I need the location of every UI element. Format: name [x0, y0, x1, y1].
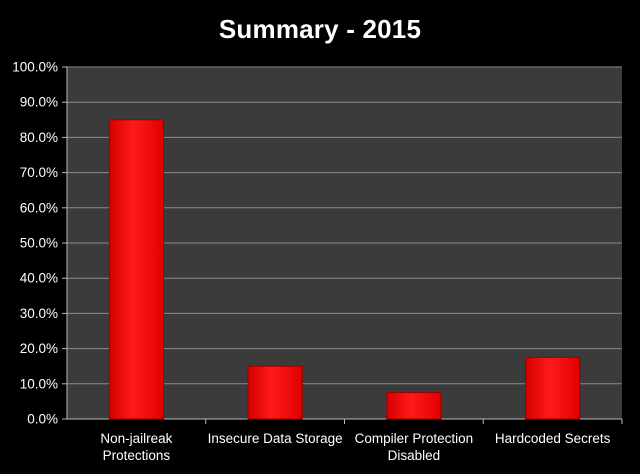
bar — [108, 119, 164, 420]
y-tick-label: 90.0% — [20, 95, 58, 110]
bar — [386, 392, 442, 420]
y-tick-label: 60.0% — [20, 200, 58, 215]
y-tick-label: 50.0% — [20, 236, 58, 251]
x-category-label: Hardcoded Secrets — [495, 431, 611, 446]
y-tick-label: 0.0% — [27, 412, 58, 427]
x-category-labels: Non-jailreak Protections Insecure Data Sto… — [100, 431, 610, 463]
bar — [247, 365, 303, 420]
y-tick-label: 80.0% — [20, 130, 58, 145]
x-category-label: Disabled — [388, 448, 441, 463]
x-category-label: Insecure Data Storage — [208, 431, 343, 446]
x-category-label: Compiler Protection — [355, 431, 474, 446]
y-tick-label: 100.0% — [12, 60, 58, 75]
chart-title: Summary - 2015 — [218, 14, 422, 44]
bar — [525, 356, 581, 420]
y-tick-label: 30.0% — [20, 306, 58, 321]
y-tick-label: 10.0% — [20, 376, 58, 391]
y-tick-label: 70.0% — [20, 165, 58, 180]
bars — [108, 119, 581, 420]
x-category-label: Non-jailreak — [100, 431, 172, 446]
y-tick-labels: 0.0% 10.0% 20.0% 30.0% 40.0% 50.0% 60.0% 70.0% 8… — [12, 60, 58, 427]
y-tick-label: 40.0% — [20, 271, 58, 286]
y-tick-label: 20.0% — [20, 341, 58, 356]
x-category-label: Protections — [103, 448, 171, 463]
